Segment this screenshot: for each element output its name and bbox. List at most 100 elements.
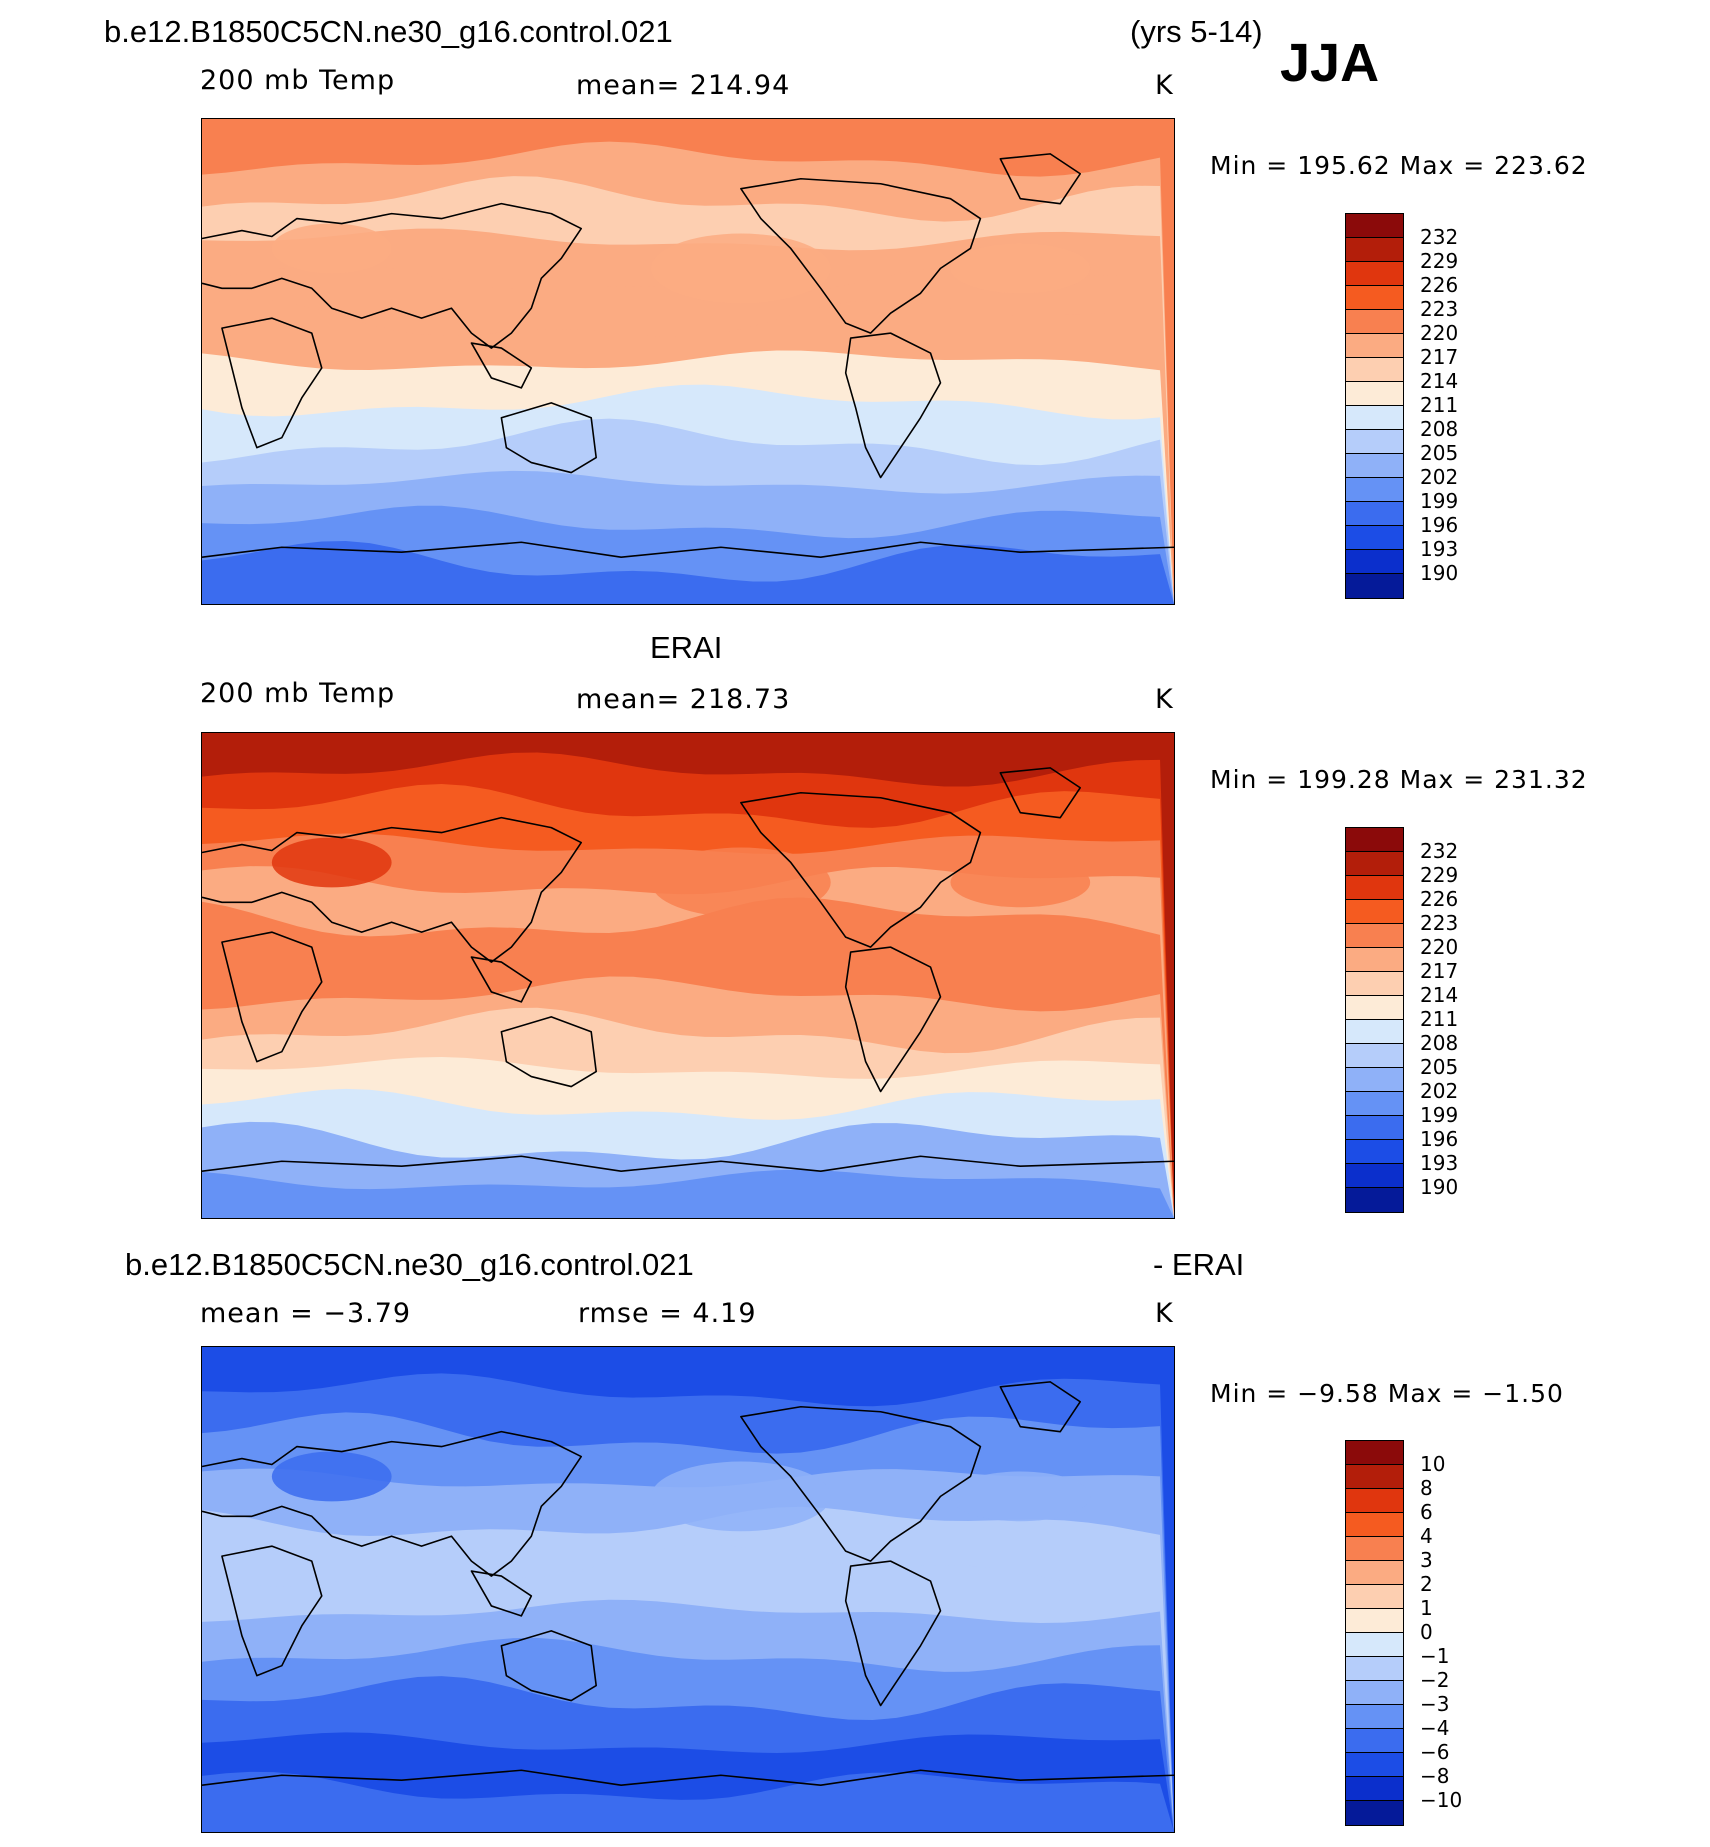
- panel3-units-label: K: [1155, 1298, 1174, 1329]
- map-contour-cell: [271, 837, 392, 888]
- panel2-title: ERAI: [650, 630, 723, 665]
- colorbar-swatch: [1346, 286, 1403, 310]
- colorbar-swatch: [1346, 214, 1403, 238]
- panel2-map-svg: [202, 733, 1174, 1218]
- colorbar-swatch: [1346, 238, 1403, 262]
- panel2-colorbar: [1345, 827, 1404, 1213]
- colorbar-swatch: [1346, 996, 1403, 1020]
- panel2-minmax: Min = 199.28 Max = 231.32: [1210, 765, 1588, 794]
- coastline: [221, 931, 323, 1063]
- map-contour-cell: [950, 1471, 1091, 1522]
- colorbar-tick-label: 202: [1420, 1079, 1459, 1103]
- colorbar-tick-label: 0: [1420, 1620, 1433, 1644]
- colorbar-swatch: [1346, 1609, 1403, 1633]
- colorbar-swatch: [1346, 1140, 1403, 1164]
- panel3-colorbar: [1345, 1440, 1404, 1826]
- map-contour-cell: [651, 1461, 831, 1532]
- colorbar-tick-label: 205: [1420, 1055, 1459, 1079]
- colorbar-tick-label: 196: [1420, 513, 1459, 537]
- colorbar-tick-label: 226: [1420, 887, 1459, 911]
- panel2-variable-label: 200 mb Temp: [200, 678, 396, 709]
- panel1-colorbar: [1345, 213, 1404, 599]
- panel1-minmax: Min = 195.62 Max = 223.62: [1210, 151, 1588, 180]
- panel3-rmse-label: rmse = 4.19: [578, 1298, 757, 1329]
- colorbar-tick-label: −4: [1420, 1716, 1450, 1740]
- map-contour-cell: [651, 233, 831, 304]
- colorbar-tick-label: −6: [1420, 1740, 1450, 1764]
- colorbar-tick-label: 223: [1420, 297, 1459, 321]
- colorbar-tick-label: 214: [1420, 983, 1459, 1007]
- colorbar-tick-label: 217: [1420, 345, 1459, 369]
- colorbar-swatch: [1346, 1801, 1403, 1825]
- colorbar-tick-label: −3: [1420, 1692, 1450, 1716]
- colorbar-swatch: [1346, 550, 1403, 574]
- colorbar-swatch: [1346, 1068, 1403, 1092]
- colorbar-swatch: [1346, 1561, 1403, 1585]
- coastline: [202, 202, 583, 349]
- coastline: [740, 791, 982, 948]
- colorbar-tick-label: −8: [1420, 1764, 1450, 1788]
- coastline: [470, 342, 533, 389]
- colorbar-swatch: [1346, 502, 1403, 526]
- colorbar-tick-label: 6: [1420, 1500, 1433, 1524]
- colorbar-swatch: [1346, 1729, 1403, 1753]
- coastline: [221, 317, 323, 449]
- colorbar-swatch: [1346, 1753, 1403, 1777]
- coastline: [202, 1155, 1174, 1172]
- panel3-map: [201, 1346, 1175, 1833]
- colorbar-swatch: [1346, 1777, 1403, 1801]
- colorbar-tick-label: 8: [1420, 1476, 1433, 1500]
- colorbar-swatch: [1346, 828, 1403, 852]
- colorbar-swatch: [1346, 1657, 1403, 1681]
- coastline: [202, 1430, 583, 1577]
- colorbar-swatch: [1346, 310, 1403, 334]
- map-contour-band: [202, 540, 1174, 604]
- colorbar-swatch: [1346, 478, 1403, 502]
- coastline: [999, 153, 1081, 205]
- colorbar-tick-label: 196: [1420, 1127, 1459, 1151]
- colorbar-swatch: [1346, 948, 1403, 972]
- coastline: [221, 1545, 323, 1677]
- panel2-mean-label: mean= 218.73: [576, 684, 791, 715]
- coastline: [999, 1381, 1081, 1433]
- colorbar-tick-label: 190: [1420, 1175, 1459, 1199]
- colorbar-swatch: [1346, 1705, 1403, 1729]
- coastline: [999, 767, 1081, 819]
- coastline: [740, 1405, 982, 1562]
- coastline: [844, 332, 942, 479]
- colorbar-tick-label: 223: [1420, 911, 1459, 935]
- coastline: [500, 402, 597, 474]
- colorbar-tick-label: 208: [1420, 1031, 1459, 1055]
- coastline: [500, 1016, 597, 1088]
- coastline: [202, 1769, 1174, 1786]
- colorbar-tick-label: 1: [1420, 1596, 1433, 1620]
- colorbar-swatch: [1346, 1441, 1403, 1465]
- colorbar-tick-label: 217: [1420, 959, 1459, 983]
- coastline: [500, 1630, 597, 1702]
- panel3-mean-label: mean = −3.79: [200, 1298, 412, 1329]
- colorbar-tick-label: 199: [1420, 489, 1459, 513]
- colorbar-swatch: [1346, 1116, 1403, 1140]
- colorbar-swatch: [1346, 1537, 1403, 1561]
- colorbar-tick-label: 190: [1420, 561, 1459, 585]
- colorbar-swatch: [1346, 406, 1403, 430]
- colorbar-tick-label: 205: [1420, 441, 1459, 465]
- panel3-title-case: b.e12.B1850C5CN.ne30_g16.control.021: [125, 1247, 694, 1282]
- colorbar-tick-label: 3: [1420, 1548, 1433, 1572]
- colorbar-tick-label: 226: [1420, 273, 1459, 297]
- map-contour-cell: [950, 243, 1091, 294]
- colorbar-tick-label: 229: [1420, 863, 1459, 887]
- colorbar-swatch: [1346, 262, 1403, 286]
- panel2-units-label: K: [1155, 684, 1174, 715]
- coastline: [740, 177, 982, 334]
- colorbar-swatch: [1346, 334, 1403, 358]
- colorbar-tick-label: 208: [1420, 417, 1459, 441]
- coastline: [470, 956, 533, 1003]
- colorbar-tick-label: 2: [1420, 1572, 1433, 1596]
- panel3-map-svg: [202, 1347, 1174, 1832]
- colorbar-tick-label: −1: [1420, 1644, 1450, 1668]
- colorbar-swatch: [1346, 900, 1403, 924]
- map-contour-band: [202, 1771, 1174, 1832]
- colorbar-swatch: [1346, 1188, 1403, 1212]
- colorbar-swatch: [1346, 526, 1403, 550]
